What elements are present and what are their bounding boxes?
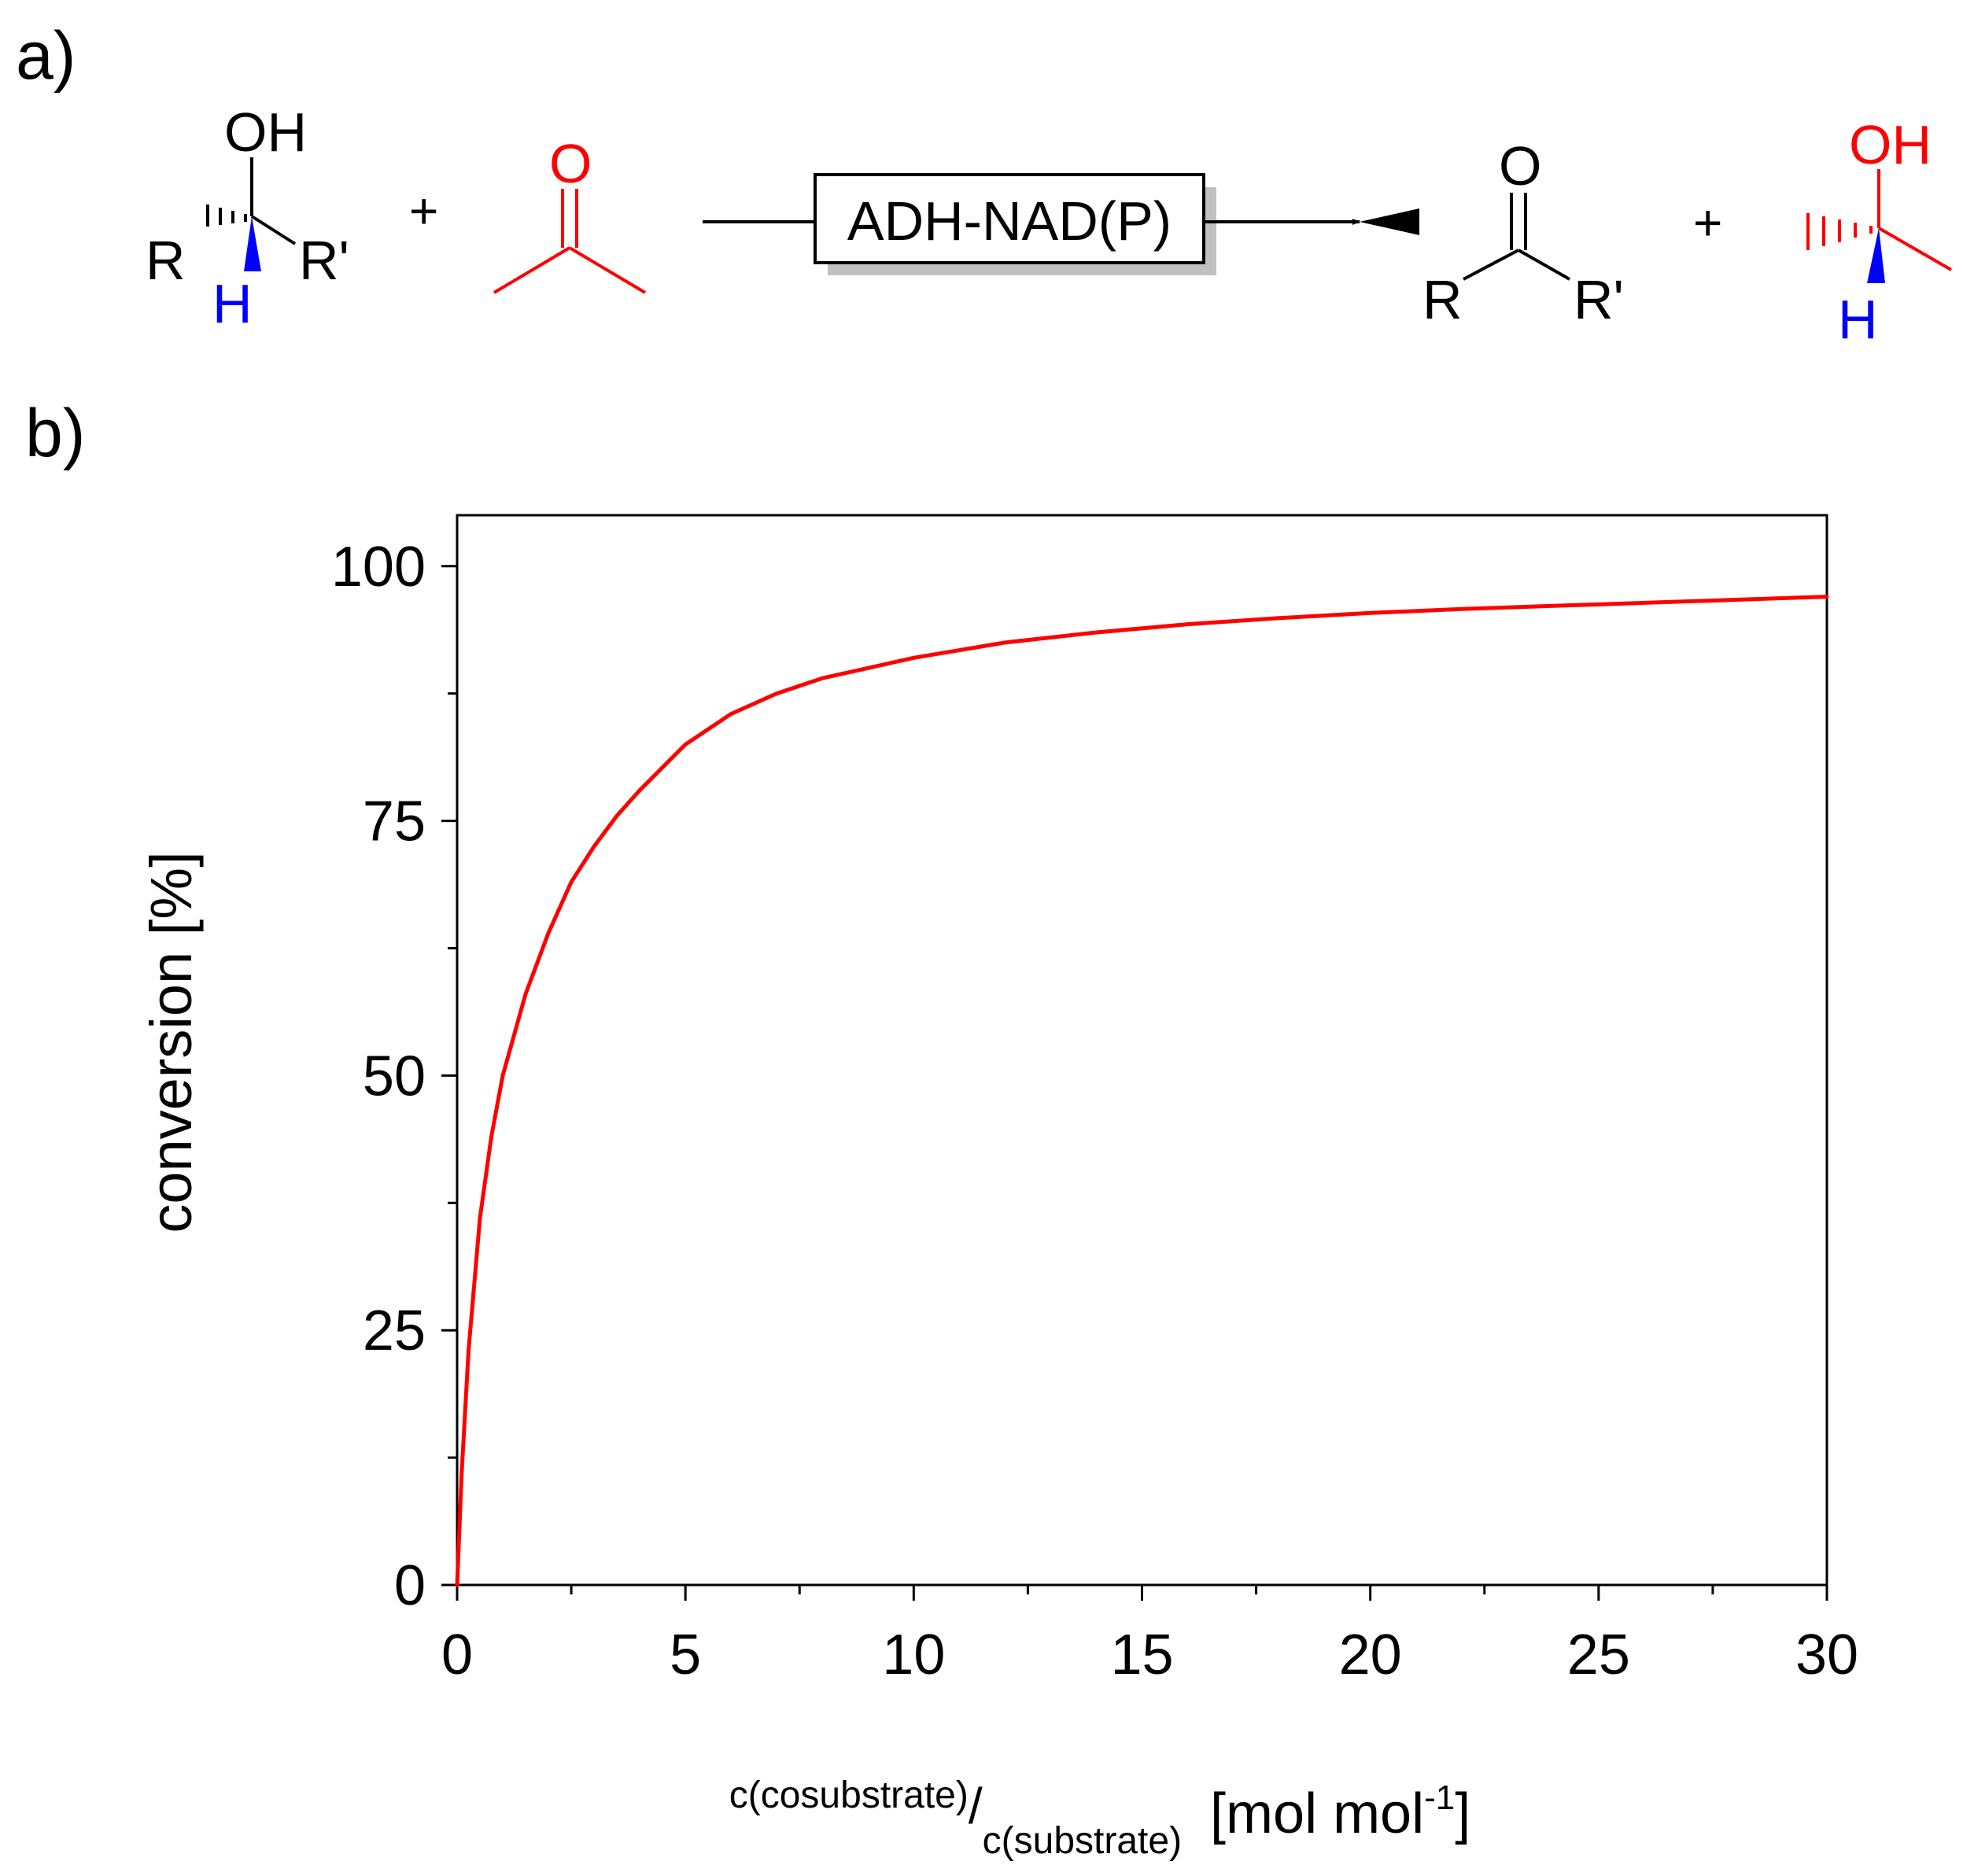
x-axis-label-numerator: c(cosubstrate): [729, 1775, 969, 1816]
coproduct-oh: OH: [1849, 114, 1932, 175]
conversion-curve: [455, 595, 1829, 1587]
chart: 0 25 50 75 100 0 5 10 15 20 25 30 conversion [%] c…: [138, 514, 1858, 1862]
y-tick-label: 100: [331, 536, 426, 599]
wedge-coproduct-c-h: [1867, 228, 1885, 283]
x-axis-label-denominator: c(substrate): [983, 1820, 1182, 1862]
catalyst-label: ADH-NAD(P): [847, 190, 1172, 252]
substrate-oh: OH: [224, 101, 307, 163]
x-axis: 0 5 10 15 20 25 30: [441, 1585, 1858, 1686]
series-layer: [455, 595, 1829, 1587]
product-r: R: [1422, 269, 1463, 330]
y-tick-label: 75: [363, 791, 426, 853]
arrowhead: [1360, 208, 1419, 235]
catalyst-box: [814, 173, 1205, 264]
bond-c-r-prime: [250, 215, 297, 245]
y-tick-label: 0: [394, 1554, 426, 1617]
substrate-r-prime: R': [299, 230, 349, 291]
coproduct-h: H: [1838, 289, 1878, 350]
hashed-bond-coproduct: [1806, 213, 1873, 250]
panel-label-a: a): [16, 18, 76, 94]
y-axis: 0 25 50 75 100: [331, 536, 457, 1617]
x-axis-label-unit-close: ]: [1455, 1782, 1470, 1845]
plot-frame: [456, 514, 1828, 1587]
bond-coproduct-c-me: [1878, 227, 1952, 271]
cosubstrate-acetone: [493, 189, 647, 294]
x-tick-label: 10: [882, 1624, 945, 1686]
substrate-alcohol: OH R R' H: [146, 101, 349, 334]
x-tick-label: 20: [1339, 1624, 1402, 1686]
hashed-bond-c-r: [206, 205, 247, 227]
plus-sign-1: +: [409, 182, 438, 239]
x-tick-label: 0: [441, 1624, 473, 1686]
wedge-bond-c-h: [244, 216, 261, 271]
plus-sign-2: +: [1693, 194, 1722, 251]
x-axis-label-slash: /: [969, 1778, 983, 1834]
coproduct-isopropanol: OH H: [1806, 114, 1952, 350]
x-tick-label: 15: [1110, 1624, 1173, 1686]
reaction-scheme: OH R R' H + O ADH-NAD(P) O R R': [146, 101, 1952, 350]
x-axis-label: c(cosubstrate)/c(substrate) [mol mol-1]: [729, 1775, 1470, 1862]
x-tick-label: 30: [1795, 1624, 1858, 1686]
substrate-r: R: [146, 230, 186, 291]
y-tick-label: 25: [363, 1299, 426, 1362]
y-tick-label: 50: [363, 1045, 426, 1108]
x-axis-label-unit-open: [mol mol: [1210, 1782, 1424, 1845]
substrate-h: H: [212, 273, 253, 334]
x-tick-label: 25: [1567, 1624, 1630, 1686]
product-r-prime: R': [1574, 269, 1624, 330]
product-ketone: [1463, 193, 1570, 281]
x-axis-label-unit-exponent: -1: [1424, 1778, 1455, 1817]
panel-label-b: b): [25, 396, 85, 471]
product-o: O: [1499, 135, 1541, 197]
y-axis-label: conversion [%]: [138, 851, 204, 1233]
x-tick-label: 5: [670, 1624, 701, 1686]
cosubstrate-o: O: [549, 133, 592, 194]
